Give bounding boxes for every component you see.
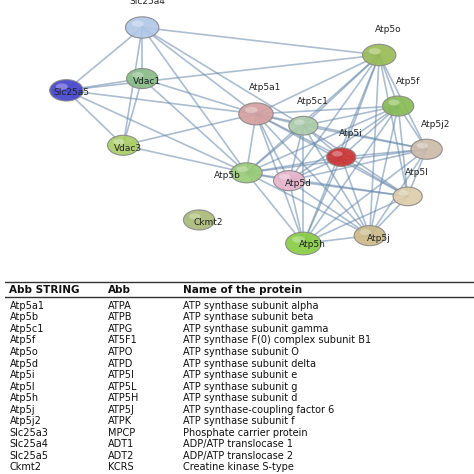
Ellipse shape bbox=[327, 148, 356, 166]
Ellipse shape bbox=[183, 210, 215, 230]
Text: Slc25a4: Slc25a4 bbox=[129, 0, 165, 6]
Ellipse shape bbox=[189, 213, 201, 219]
Text: ATPA: ATPA bbox=[108, 301, 132, 311]
Text: MPCP: MPCP bbox=[108, 428, 135, 438]
Text: ATP5J: ATP5J bbox=[108, 405, 135, 415]
Text: ATPB: ATPB bbox=[108, 312, 132, 322]
Text: Atp5h: Atp5h bbox=[9, 393, 38, 403]
Text: Atp5j: Atp5j bbox=[9, 405, 35, 415]
Text: Atp5d: Atp5d bbox=[285, 179, 312, 188]
Text: Atp5j: Atp5j bbox=[367, 234, 391, 243]
Ellipse shape bbox=[360, 229, 371, 235]
Ellipse shape bbox=[383, 96, 414, 116]
Text: ATP5H: ATP5H bbox=[108, 393, 139, 403]
Text: Atp5c1: Atp5c1 bbox=[297, 97, 329, 106]
Text: ATP5I: ATP5I bbox=[108, 370, 135, 380]
Text: Atp5a1: Atp5a1 bbox=[9, 301, 45, 311]
Text: Slc25a5: Slc25a5 bbox=[9, 451, 48, 461]
Ellipse shape bbox=[332, 151, 343, 156]
Text: ATP synthase subunit beta: ATP synthase subunit beta bbox=[183, 312, 313, 322]
Text: ATP synthase subunit e: ATP synthase subunit e bbox=[183, 370, 297, 380]
Text: Atp5a1: Atp5a1 bbox=[249, 83, 282, 92]
Text: Atp5j2: Atp5j2 bbox=[421, 120, 451, 129]
Text: ATPG: ATPG bbox=[108, 324, 133, 334]
Text: ATP synthase F(0) complex subunit B1: ATP synthase F(0) complex subunit B1 bbox=[183, 336, 371, 346]
Text: Atp5i: Atp5i bbox=[339, 129, 363, 138]
Text: ADP/ATP translocase 1: ADP/ATP translocase 1 bbox=[183, 439, 293, 449]
Text: ATP synthase subunit d: ATP synthase subunit d bbox=[183, 393, 297, 403]
Text: ATP synthase subunit alpha: ATP synthase subunit alpha bbox=[183, 301, 319, 311]
Text: Atp5j2: Atp5j2 bbox=[9, 416, 41, 426]
Text: Phosphate carrier protein: Phosphate carrier protein bbox=[183, 428, 308, 438]
Text: Slc25a4: Slc25a4 bbox=[9, 439, 48, 449]
Ellipse shape bbox=[245, 107, 257, 113]
Ellipse shape bbox=[279, 174, 291, 180]
Text: Atp5l: Atp5l bbox=[405, 168, 429, 177]
Text: Creatine kinase S-type: Creatine kinase S-type bbox=[183, 463, 294, 473]
Text: ADT2: ADT2 bbox=[108, 451, 134, 461]
Ellipse shape bbox=[398, 191, 409, 196]
Text: Atp5f: Atp5f bbox=[9, 336, 36, 346]
Text: Abb STRING: Abb STRING bbox=[9, 285, 80, 295]
Text: ATP synthase subunit gamma: ATP synthase subunit gamma bbox=[183, 324, 328, 334]
Text: KCRS: KCRS bbox=[108, 463, 134, 473]
Ellipse shape bbox=[369, 48, 381, 55]
Text: Atp5h: Atp5h bbox=[300, 240, 326, 249]
Ellipse shape bbox=[126, 17, 159, 38]
Text: ADT1: ADT1 bbox=[108, 439, 134, 449]
Ellipse shape bbox=[289, 116, 318, 135]
Text: Slc25a5: Slc25a5 bbox=[53, 88, 89, 97]
Ellipse shape bbox=[50, 80, 83, 101]
Text: Abb: Abb bbox=[108, 285, 131, 295]
Ellipse shape bbox=[286, 232, 321, 255]
Ellipse shape bbox=[231, 163, 262, 183]
Text: Slc25a3: Slc25a3 bbox=[9, 428, 48, 438]
Ellipse shape bbox=[132, 20, 144, 27]
Text: Ckmt2: Ckmt2 bbox=[194, 218, 223, 227]
Ellipse shape bbox=[56, 83, 68, 90]
Text: Atp5d: Atp5d bbox=[9, 358, 38, 368]
Text: ATPD: ATPD bbox=[108, 358, 133, 368]
Text: Name of the protein: Name of the protein bbox=[183, 285, 302, 295]
Text: Atp5l: Atp5l bbox=[9, 382, 35, 392]
Text: ATP synthase subunit delta: ATP synthase subunit delta bbox=[183, 358, 316, 368]
Ellipse shape bbox=[388, 100, 400, 105]
Text: Atp5b: Atp5b bbox=[214, 171, 241, 180]
Ellipse shape bbox=[294, 119, 305, 125]
Text: ATP synthase-coupling factor 6: ATP synthase-coupling factor 6 bbox=[183, 405, 334, 415]
Ellipse shape bbox=[363, 44, 396, 66]
Text: ATPO: ATPO bbox=[108, 347, 133, 357]
Ellipse shape bbox=[108, 135, 139, 155]
Text: ATP synthase subunit f: ATP synthase subunit f bbox=[183, 416, 295, 426]
Text: ATP synthase subunit g: ATP synthase subunit g bbox=[183, 382, 297, 392]
Text: Atp5f: Atp5f bbox=[395, 77, 420, 86]
Ellipse shape bbox=[237, 166, 248, 172]
Text: Vdac3: Vdac3 bbox=[114, 144, 142, 153]
Ellipse shape bbox=[127, 69, 158, 89]
Ellipse shape bbox=[417, 143, 428, 149]
Text: ATP5L: ATP5L bbox=[108, 382, 137, 392]
Ellipse shape bbox=[411, 139, 442, 159]
Ellipse shape bbox=[273, 171, 305, 191]
Text: Atp5o: Atp5o bbox=[9, 347, 38, 357]
Text: ADP/ATP translocase 2: ADP/ATP translocase 2 bbox=[183, 451, 293, 461]
Text: Atp5i: Atp5i bbox=[9, 370, 35, 380]
Text: ATP synthase subunit O: ATP synthase subunit O bbox=[183, 347, 299, 357]
Text: Atp5o: Atp5o bbox=[375, 25, 402, 34]
Text: Atp5c1: Atp5c1 bbox=[9, 324, 44, 334]
Text: Atp5b: Atp5b bbox=[9, 312, 38, 322]
Ellipse shape bbox=[393, 187, 422, 206]
Text: ATPK: ATPK bbox=[108, 416, 132, 426]
Ellipse shape bbox=[292, 236, 305, 243]
Text: AT5F1: AT5F1 bbox=[108, 336, 138, 346]
Ellipse shape bbox=[239, 103, 273, 125]
Ellipse shape bbox=[354, 226, 385, 246]
Ellipse shape bbox=[132, 72, 144, 78]
Ellipse shape bbox=[113, 139, 125, 145]
Text: Ckmt2: Ckmt2 bbox=[9, 463, 41, 473]
Text: Vdac1: Vdac1 bbox=[133, 77, 161, 86]
